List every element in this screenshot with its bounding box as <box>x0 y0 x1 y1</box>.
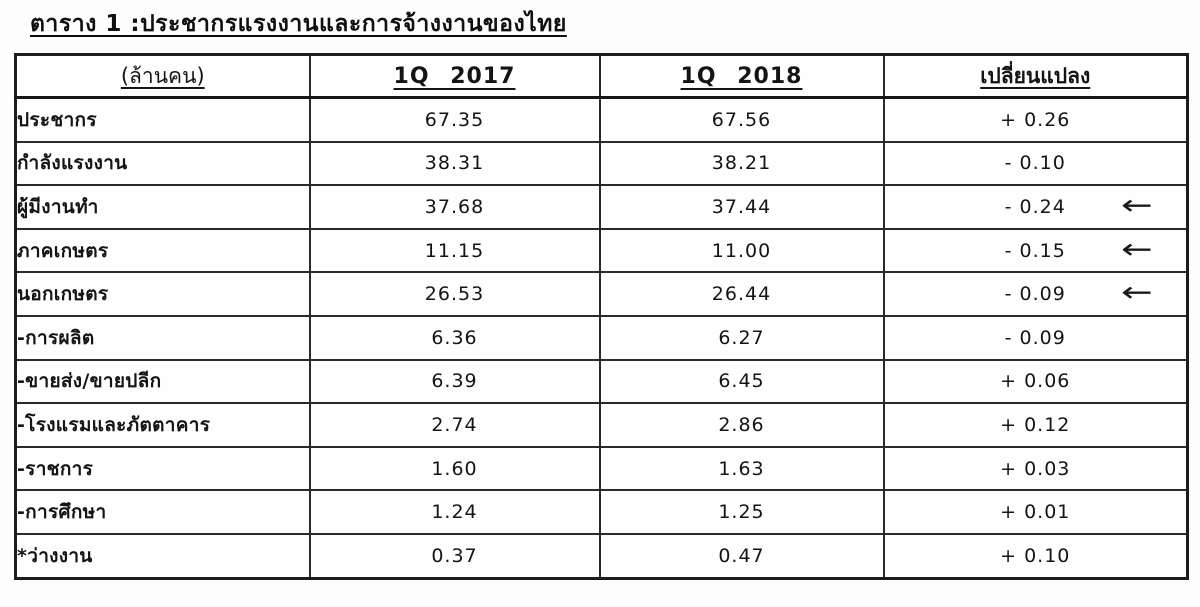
row-label: -ขายส่ง/ขายปลีก <box>17 370 162 393</box>
table-row: *ว่างงาน 0.37 0.47 + 0.10 <box>14 532 1189 580</box>
change-value: - 0.09 <box>1004 326 1066 349</box>
value-1q2018: 0.47 <box>718 544 765 567</box>
column-header-change: เปลี่ยนแปลง <box>980 63 1091 88</box>
value-1q2017: 0.37 <box>431 544 478 567</box>
column-header-unit: (ล้านคน) <box>120 63 205 88</box>
header-row: (ล้านคน) 1Q 2017 1Q 2018 เปลี่ยนแปลง <box>14 53 1189 99</box>
value-1q2018: 1.63 <box>718 457 765 480</box>
value-1q2017: 11.15 <box>424 239 485 262</box>
left-arrow-icon: ← <box>1120 275 1153 309</box>
table-title: ตาราง 1 :ประชากรแรงงานและการจ้างงานของไท… <box>30 11 567 37</box>
change-value: - 0.24 <box>1004 195 1066 218</box>
value-1q2018: 6.27 <box>718 326 765 349</box>
row-label: นอกเกษตร <box>17 283 109 306</box>
value-1q2017: 26.53 <box>424 283 485 306</box>
table-row: -ราชการ 1.60 1.63 + 0.03 <box>14 445 1189 492</box>
change-value: + 0.01 <box>1000 501 1071 524</box>
value-1q2017: 67.35 <box>424 108 485 131</box>
table-row: กำลังแรงงาน 38.31 38.21 - 0.10 <box>14 140 1189 187</box>
value-1q2017: 6.39 <box>431 370 478 393</box>
row-label: -โรงแรมและภัตตาคาร <box>17 413 211 436</box>
value-1q2018: 6.45 <box>718 370 765 393</box>
row-label: -การผลิต <box>17 326 95 349</box>
table-row: นอกเกษตร 26.53 26.44 - 0.09 ← <box>14 271 1189 317</box>
row-label: -ราชการ <box>17 457 94 480</box>
left-arrow-icon: ← <box>1120 188 1153 222</box>
table-row: ประชากร 67.35 67.56 + 0.26 <box>14 96 1189 143</box>
table-row: -การศึกษา 1.24 1.25 + 0.01 <box>14 489 1189 535</box>
change-value: + 0.06 <box>1000 370 1071 393</box>
table-row: -ขายส่ง/ขายปลีก 6.39 6.45 + 0.06 <box>14 358 1189 405</box>
change-value: - 0.10 <box>1004 152 1066 175</box>
table-row: ผู้มีงานทำ 37.68 37.44 - 0.24 ← <box>14 184 1189 230</box>
row-label: ผู้มีงานทำ <box>17 195 99 218</box>
value-1q2017: 2.74 <box>431 413 478 436</box>
change-value: - 0.09 <box>1004 283 1066 306</box>
row-label: กำลังแรงงาน <box>17 152 128 175</box>
value-1q2018: 26.44 <box>711 283 772 306</box>
row-label: *ว่างงาน <box>17 544 93 567</box>
row-label: ภาคเกษตร <box>17 239 109 262</box>
value-1q2018: 11.00 <box>711 239 772 262</box>
row-label: ประชากร <box>17 108 97 131</box>
value-1q2018: 37.44 <box>711 195 772 218</box>
column-header-1q2017: 1Q 2017 <box>393 63 516 89</box>
value-1q2017: 37.68 <box>424 195 485 218</box>
value-1q2017: 1.24 <box>431 501 478 524</box>
column-header-1q2018: 1Q 2018 <box>680 63 803 89</box>
change-value: - 0.15 <box>1004 239 1066 262</box>
table-row: ภาคเกษตร 11.15 11.00 - 0.15 ← <box>14 227 1189 274</box>
change-value: + 0.26 <box>1000 108 1071 131</box>
value-1q2017: 6.36 <box>431 326 478 349</box>
change-value: + 0.12 <box>1000 413 1071 436</box>
table-row: -โรงแรมและภัตตาคาร 2.74 2.86 + 0.12 <box>14 402 1189 448</box>
table-row: -การผลิต 6.36 6.27 - 0.09 <box>14 314 1189 361</box>
value-1q2018: 1.25 <box>718 501 765 524</box>
value-1q2018: 38.21 <box>711 152 772 175</box>
change-value: + 0.10 <box>1000 544 1071 567</box>
value-1q2018: 2.86 <box>718 413 765 436</box>
value-1q2018: 67.56 <box>711 108 772 131</box>
labor-statistics-table: (ล้านคน) 1Q 2017 1Q 2018 เปลี่ยนแปลง ประ… <box>14 53 1189 580</box>
change-value: + 0.03 <box>1000 457 1071 480</box>
value-1q2017: 1.60 <box>431 457 478 480</box>
row-label: -การศึกษา <box>17 501 107 524</box>
value-1q2017: 38.31 <box>424 152 485 175</box>
left-arrow-icon: ← <box>1120 232 1153 266</box>
